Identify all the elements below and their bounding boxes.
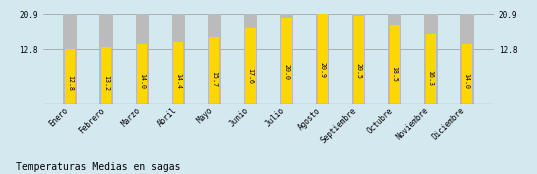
- Bar: [280, 14, 293, 104]
- Text: 13.2: 13.2: [103, 75, 110, 91]
- Bar: [135, 14, 149, 104]
- Bar: [352, 14, 366, 104]
- Text: 14.0: 14.0: [463, 73, 470, 89]
- Text: 20.5: 20.5: [355, 63, 361, 79]
- Bar: [171, 14, 185, 104]
- Bar: [424, 14, 438, 104]
- Bar: [426, 34, 436, 104]
- Bar: [101, 48, 111, 104]
- Bar: [66, 49, 75, 104]
- Text: 20.0: 20.0: [284, 64, 289, 80]
- Bar: [388, 14, 402, 104]
- Bar: [99, 14, 113, 104]
- Text: 17.6: 17.6: [248, 68, 253, 84]
- Bar: [63, 14, 77, 104]
- Bar: [208, 14, 221, 104]
- Bar: [460, 14, 474, 104]
- Text: 20.9: 20.9: [320, 62, 325, 78]
- Bar: [281, 18, 292, 104]
- Bar: [245, 28, 256, 104]
- Text: Temperaturas Medias en sagas: Temperaturas Medias en sagas: [16, 162, 180, 172]
- Text: 14.4: 14.4: [176, 73, 182, 89]
- Bar: [317, 14, 328, 104]
- Bar: [353, 16, 364, 104]
- Bar: [137, 44, 148, 104]
- Bar: [462, 44, 471, 104]
- Text: 16.3: 16.3: [427, 70, 434, 86]
- Bar: [209, 37, 220, 104]
- Bar: [173, 42, 184, 104]
- Text: 15.7: 15.7: [212, 71, 217, 87]
- Text: 18.5: 18.5: [391, 66, 397, 82]
- Text: 14.0: 14.0: [140, 73, 146, 89]
- Text: 12.8: 12.8: [67, 75, 74, 91]
- Bar: [389, 25, 400, 104]
- Bar: [244, 14, 257, 104]
- Bar: [316, 14, 329, 104]
